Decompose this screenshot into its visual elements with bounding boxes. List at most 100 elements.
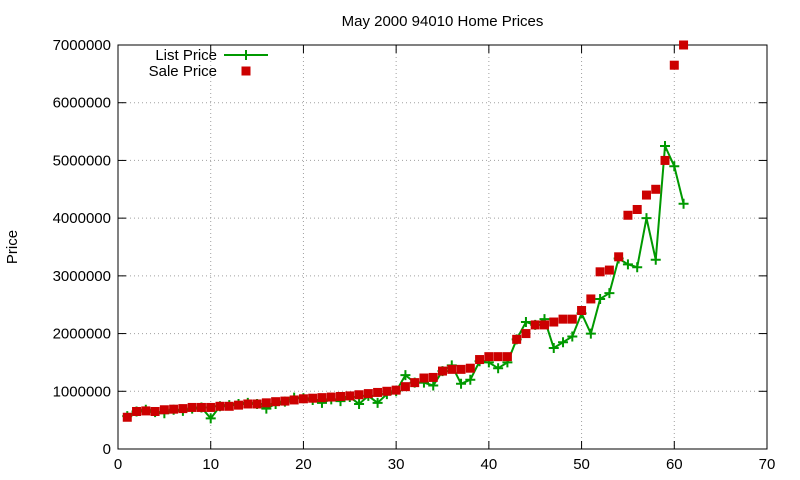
sale-price-point: [150, 406, 160, 416]
sale-price-point: [252, 399, 262, 409]
list-price-point: [428, 380, 439, 391]
list-price-point: [548, 343, 559, 353]
list-price-point: [595, 293, 606, 304]
sale-price-point: [298, 394, 308, 404]
list-price-point: [456, 378, 467, 389]
sale-price-point: [373, 387, 383, 397]
sale-price-point: [567, 314, 577, 324]
ticks: 0 10 20 30 40 50 60 70 0 1000000 2000000 3000000 400…: [53, 37, 776, 473]
list-price-point: [585, 328, 596, 339]
sale-price-point: [261, 398, 271, 408]
sale-price-point: [475, 355, 485, 365]
y-tick-label: 5000000: [53, 152, 111, 169]
sale-price-point: [604, 265, 614, 275]
x-tick-label: 40: [481, 456, 498, 473]
sale-price-point: [419, 373, 429, 383]
list-price-point: [493, 363, 504, 374]
sale-price-point: [586, 294, 596, 304]
grid: [118, 45, 767, 449]
list-price-point: [372, 397, 383, 408]
list-price-point: [400, 370, 411, 381]
sale-price-point: [326, 392, 336, 402]
sale-price-point: [354, 390, 364, 400]
y-tick-label: 1000000: [53, 383, 111, 400]
list-price-point: [669, 161, 680, 172]
sale-price-point: [391, 385, 401, 395]
sale-price-point: [400, 382, 410, 392]
sale-price-point: [502, 352, 512, 362]
legend-label-list-price: List Price: [155, 47, 217, 64]
sale-price-point: [614, 252, 624, 262]
list-price-point: [465, 374, 476, 385]
legend-swatch-sale-price: [241, 66, 251, 76]
list-price-point: [632, 262, 643, 273]
sale-price-point: [132, 406, 142, 416]
chart-title: May 2000 94010 Home Prices: [342, 13, 544, 30]
legend-label-sale-price: Sale Price: [149, 63, 217, 80]
sale-price-point: [465, 363, 475, 373]
sale-price-point: [539, 320, 549, 330]
sale-price-point: [271, 397, 281, 407]
sale-price-point: [456, 364, 466, 374]
list-price-point: [641, 213, 652, 224]
sale-price-point: [178, 404, 188, 414]
sale-price-point: [651, 184, 661, 194]
sale-price-point: [243, 399, 253, 409]
sale-price-point: [521, 329, 531, 339]
sale-price-point: [159, 405, 169, 415]
x-tick-label: 0: [114, 456, 122, 473]
sale-price-point: [215, 401, 225, 411]
x-tick-label: 60: [666, 456, 683, 473]
sale-price-point: [336, 391, 346, 401]
list-price-point: [354, 398, 365, 409]
list-price-point: [567, 331, 578, 342]
sale-price-point: [641, 190, 651, 200]
sale-price-point: [549, 317, 559, 327]
sale-price-point: [382, 386, 392, 396]
x-tick-label: 70: [759, 456, 776, 473]
list-price-point: [520, 317, 531, 328]
sale-price-point: [280, 396, 290, 406]
sale-price-point: [428, 372, 438, 382]
sale-price-point: [317, 393, 327, 403]
list-price-point: [650, 254, 661, 265]
sale-price-point: [512, 334, 522, 344]
sale-price-point: [669, 60, 679, 70]
list-price-point: [558, 337, 569, 348]
sale-price-point: [660, 155, 670, 165]
y-tick-label: 3000000: [53, 268, 111, 285]
y-tick-label: 2000000: [53, 326, 111, 343]
sale-price-point: [308, 393, 318, 403]
sale-price-point: [438, 366, 447, 376]
sale-price-point: [289, 395, 299, 405]
sale-price-point: [169, 404, 179, 414]
sale-price-point: [623, 210, 633, 220]
sale-price-point: [679, 40, 689, 50]
sale-price-point: [345, 391, 355, 401]
list-price-point: [205, 413, 216, 424]
sale-price-point: [632, 204, 642, 214]
sale-price-point: [206, 402, 216, 412]
list-price-point: [660, 141, 671, 151]
plot-border: [117, 44, 768, 450]
sale-price-point: [224, 401, 234, 411]
series: [122, 40, 689, 424]
y-tick-label: 4000000: [53, 210, 111, 227]
list-price-point: [604, 288, 615, 299]
sale-price-point: [141, 406, 151, 416]
y-tick-label: 0: [103, 441, 111, 458]
x-tick-label: 30: [388, 456, 405, 473]
sale-price-point: [234, 400, 244, 410]
sale-price-point: [595, 267, 605, 277]
y-tick-label: 7000000: [53, 37, 111, 54]
sale-price-point: [577, 305, 587, 315]
sale-price-point: [196, 402, 206, 412]
sale-price-point: [187, 402, 197, 412]
x-tick-label: 50: [573, 456, 590, 473]
legend: List Price Sale Price: [149, 47, 268, 80]
y-axis-label: Price: [4, 230, 21, 264]
sale-price-point: [484, 352, 494, 362]
x-tick-label: 20: [295, 456, 312, 473]
sale-price-point: [122, 412, 132, 422]
sale-price-point: [530, 320, 540, 330]
